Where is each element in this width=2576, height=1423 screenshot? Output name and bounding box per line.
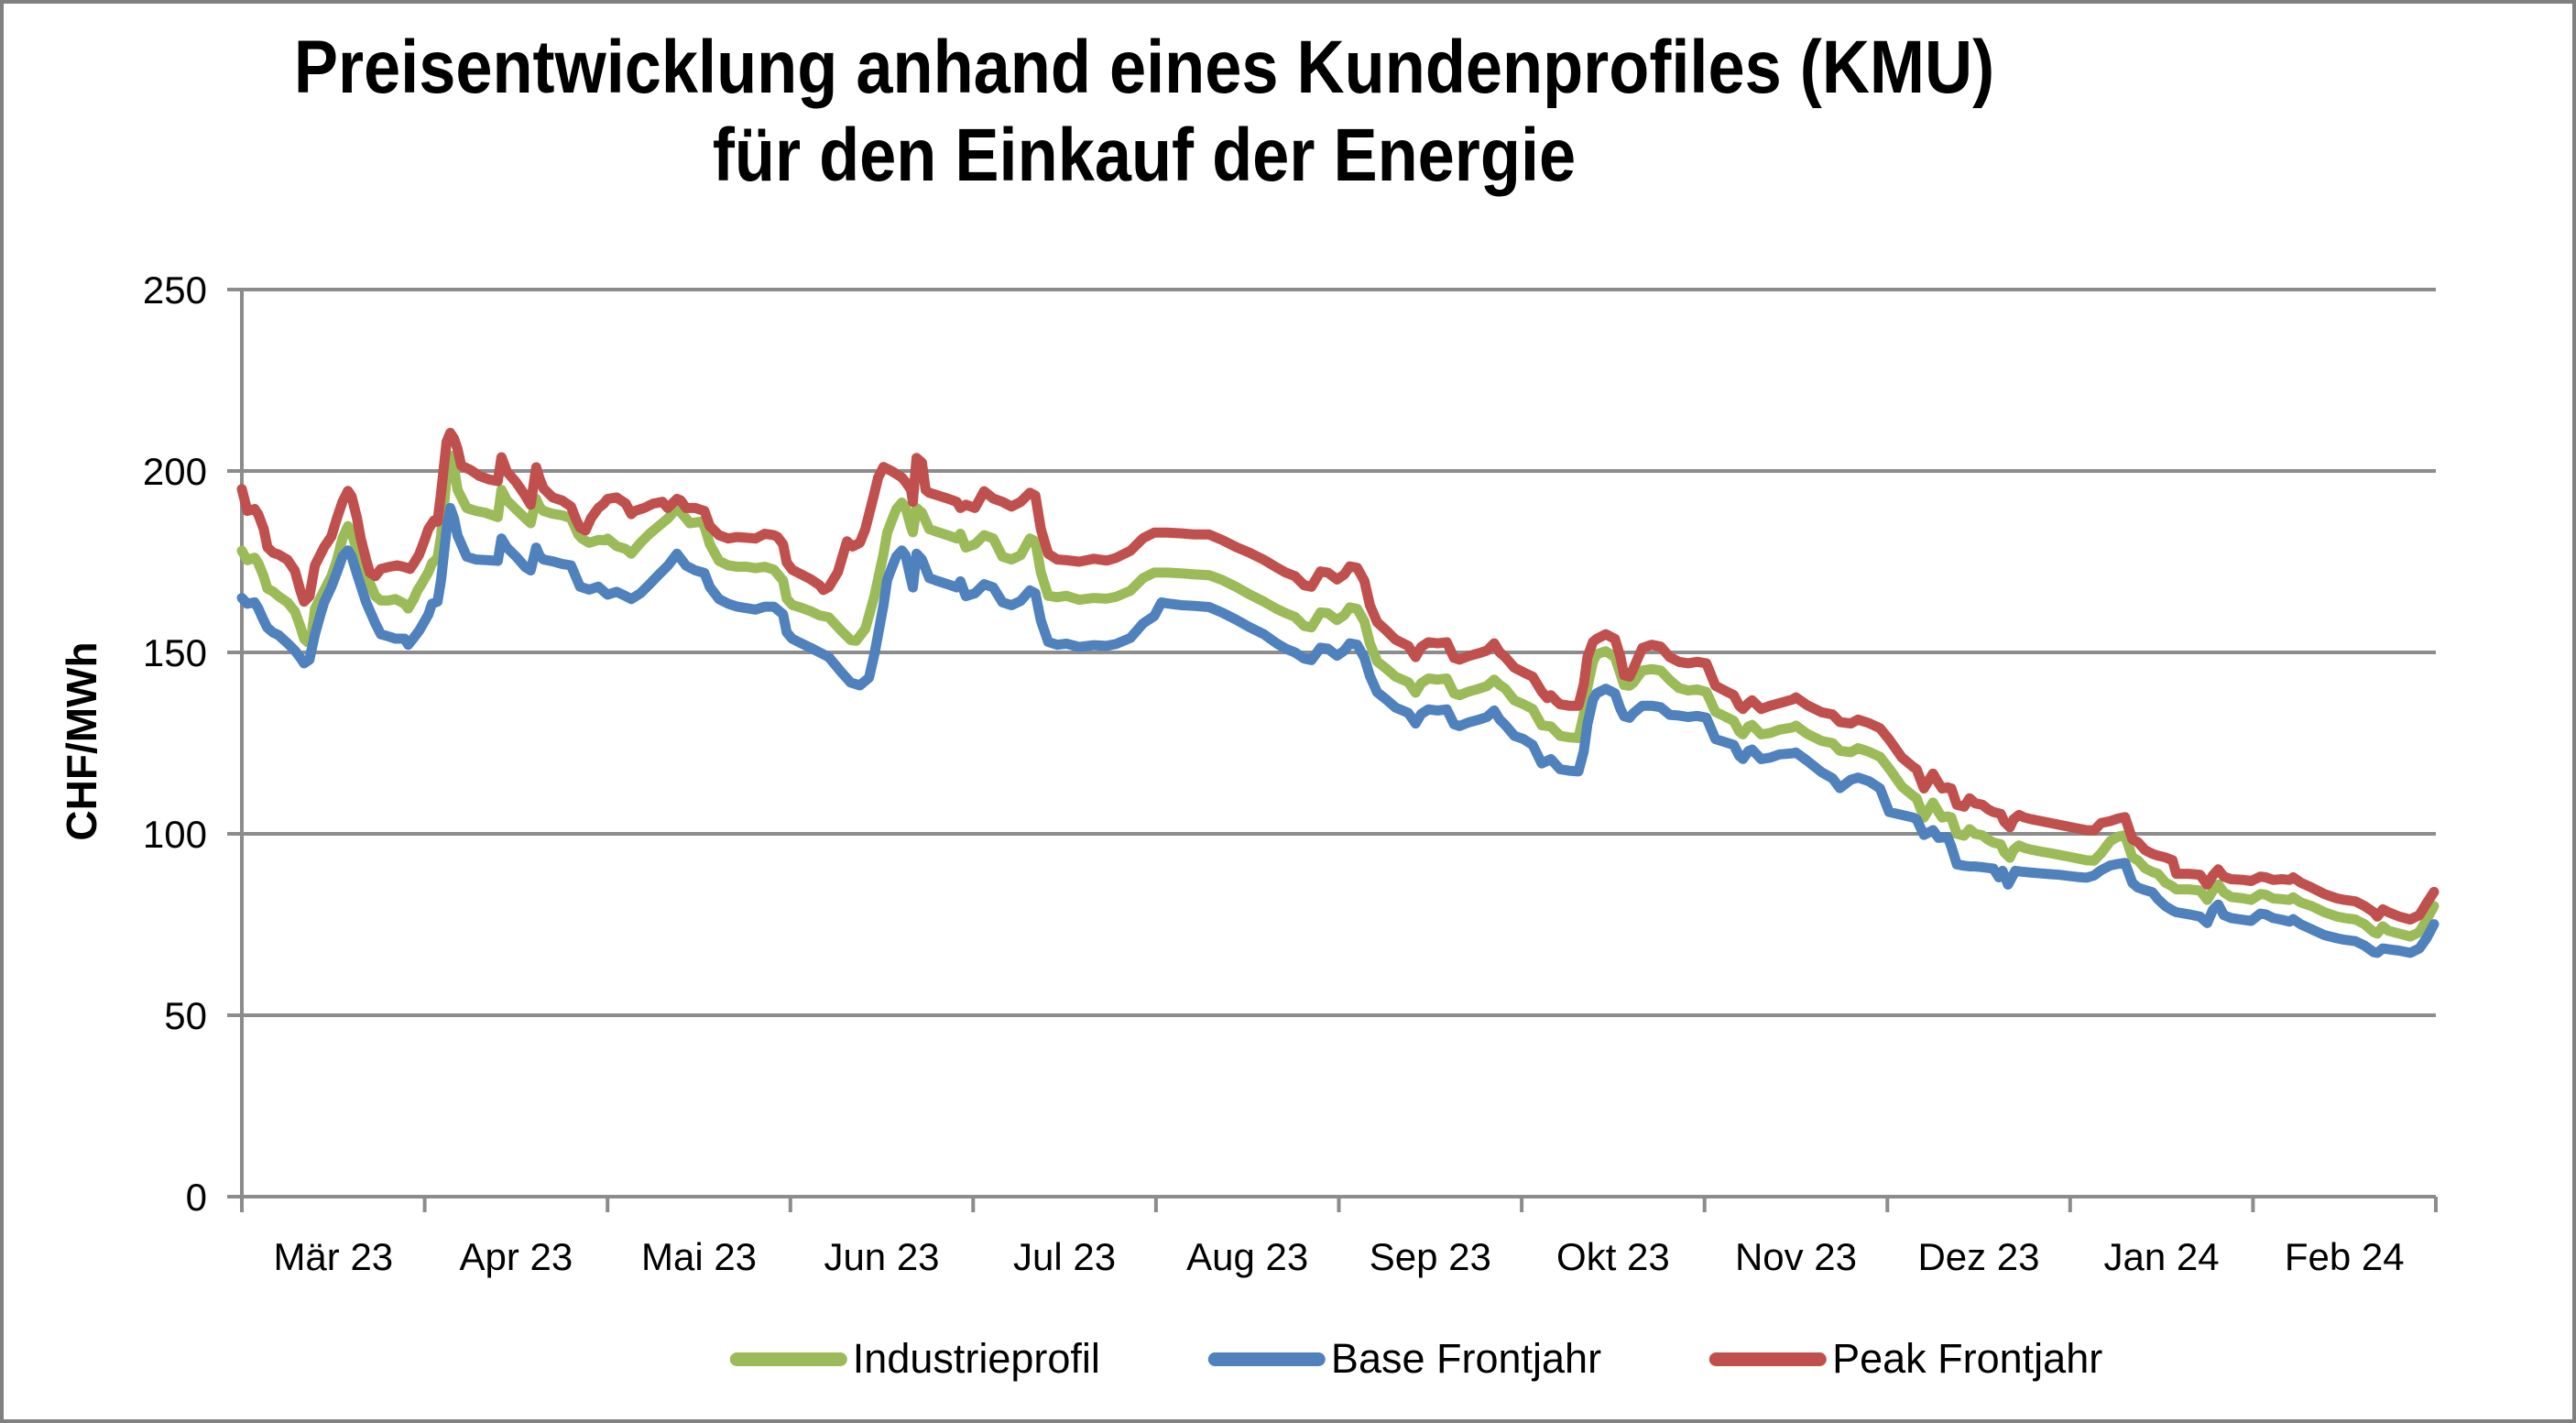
x-tick-label: Nov 23 xyxy=(1735,1235,1857,1278)
x-tick-label: Mai 23 xyxy=(641,1235,757,1278)
chart-title-line2: für den Einkauf der Energie xyxy=(712,114,1577,197)
series-line-base-frontjahr xyxy=(236,502,2440,958)
y-tick-label: 200 xyxy=(143,450,207,493)
axis-ticks xyxy=(227,288,2438,1212)
plot-area: 0 50 100 150 200 250 Mär 23 Apr 23 Mai 23 Jun 23… xyxy=(143,268,2440,1278)
x-tick-label: Aug 23 xyxy=(1186,1235,1308,1278)
legend-swatch-base-frontjahr-icon xyxy=(1207,1352,1326,1366)
legend-swatch-industrieprofil-icon xyxy=(729,1352,847,1366)
series-line-industrieprofil xyxy=(236,450,2440,942)
y-tick-label: 100 xyxy=(143,813,207,856)
axis-lines xyxy=(240,290,2436,1199)
x-tick-label: Sep 23 xyxy=(1370,1235,1491,1278)
x-tick-label: Dez 23 xyxy=(1917,1235,2039,1278)
y-tick-label: 50 xyxy=(164,994,207,1037)
x-tick-label: Jun 23 xyxy=(824,1235,939,1278)
series-line-peak-frontjahr xyxy=(236,427,2440,925)
gridlines xyxy=(242,288,2436,1199)
y-tick-label: 250 xyxy=(143,268,207,312)
x-tick-label: Jan 24 xyxy=(2104,1235,2220,1278)
legend-swatch-peak-frontjahr-icon xyxy=(1709,1352,1828,1366)
series-lines xyxy=(236,427,2440,958)
legend-item-industrieprofil: Industrieprofil xyxy=(729,1335,1100,1383)
y-tick-label: 0 xyxy=(186,1176,207,1219)
x-tick-label: Apr 23 xyxy=(460,1235,573,1278)
chart-title: Preisentwicklung anhand eines Kundenprof… xyxy=(140,24,2147,200)
x-tick-labels: Mär 23 Apr 23 Mai 23 Jun 23 Jul 23 Aug 23 Sep … xyxy=(273,1235,2404,1278)
x-tick-label: Mär 23 xyxy=(273,1235,393,1278)
legend-item-base-frontjahr: Base Frontjahr xyxy=(1207,1335,1602,1383)
legend-label-peak-frontjahr: Peak Frontjahr xyxy=(1832,1335,2103,1382)
y-tick-labels: 0 50 100 150 200 250 xyxy=(143,268,207,1219)
x-tick-label: Feb 24 xyxy=(2285,1235,2405,1278)
chart-title-line1: Preisentwicklung anhand eines Kundenprof… xyxy=(293,26,1995,109)
legend-label-base-frontjahr: Base Frontjahr xyxy=(1330,1335,1602,1382)
y-tick-label: 150 xyxy=(143,631,207,674)
legend: Industrieprofil Base Frontjahr Peak Fron… xyxy=(729,1327,2102,1391)
legend-item-peak-frontjahr: Peak Frontjahr xyxy=(1709,1335,2102,1383)
legend-label-industrieprofil: Industrieprofil xyxy=(852,1335,1100,1382)
x-tick-label: Jul 23 xyxy=(1013,1235,1116,1278)
x-tick-label: Okt 23 xyxy=(1556,1235,1670,1278)
